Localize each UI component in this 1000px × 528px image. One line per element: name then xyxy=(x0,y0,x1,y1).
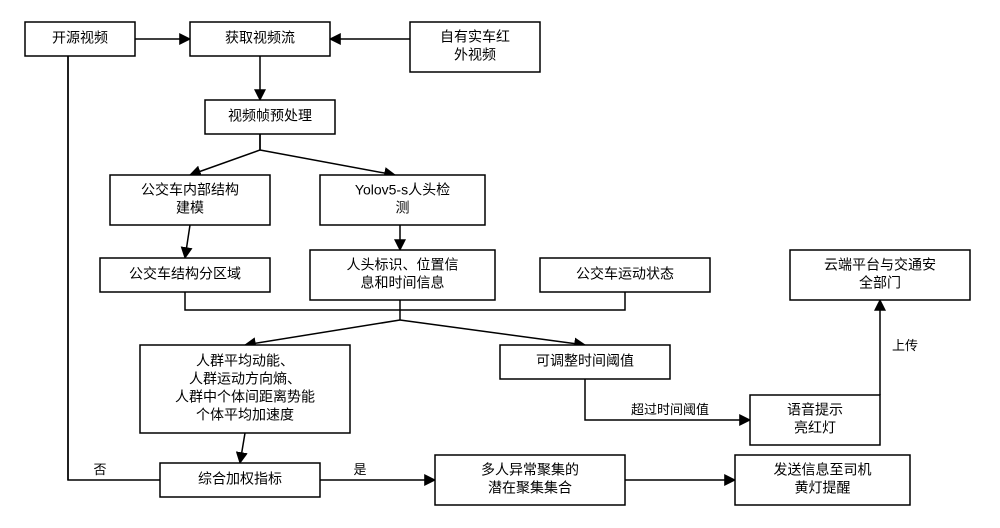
node-text: Yolov5-s人头检 xyxy=(355,182,450,198)
node-n15: 发送信息至司机黄灯提醒 xyxy=(735,455,910,505)
edge xyxy=(240,433,245,463)
edge xyxy=(190,134,260,175)
node-text: 多人异常聚集的 xyxy=(481,462,579,478)
node-n6: Yolov5-s人头检测 xyxy=(320,175,485,225)
node-text: 人群中个体间距离势能 xyxy=(175,389,315,405)
edge-label: 否 xyxy=(93,462,106,477)
edge-label: 超过时间阈值 xyxy=(631,402,709,417)
node-text: 公交车结构分区域 xyxy=(129,266,241,282)
node-text: 个体平均加速度 xyxy=(196,407,294,423)
node-n14: 语音提示亮红灯 xyxy=(750,395,880,445)
node-n10: 人群平均动能、人群运动方向熵、人群中个体间距离势能个体平均加速度 xyxy=(140,345,350,433)
edge xyxy=(245,320,400,345)
node-n7: 公交车结构分区域 xyxy=(100,258,270,292)
node-n11: 可调整时间阈值 xyxy=(500,345,670,379)
node-n5: 公交车内部结构建模 xyxy=(110,175,270,225)
node-n13: 多人异常聚集的潜在聚集集合 xyxy=(435,455,625,505)
node-text: 开源视频 xyxy=(52,30,108,46)
node-n1: 开源视频 xyxy=(25,22,135,56)
node-text: 视频帧预处理 xyxy=(228,108,312,124)
edge xyxy=(260,134,395,175)
node-n9: 公交车运动状态 xyxy=(540,258,710,292)
node-text: 潜在聚集集合 xyxy=(488,480,572,496)
node-text: 云端平台与交通安 xyxy=(824,257,936,273)
node-text: 人头标识、位置信 xyxy=(347,257,459,273)
node-text: 语音提示 xyxy=(787,402,843,418)
node-text: 发送信息至司机 xyxy=(774,462,872,478)
node-text: 息和时间信息 xyxy=(361,275,445,291)
node-text: 建模 xyxy=(176,200,204,216)
node-n2: 获取视频流 xyxy=(190,22,330,56)
edge xyxy=(185,225,190,258)
node-n16: 云端平台与交通安全部门 xyxy=(790,250,970,300)
node-text: 人群平均动能、 xyxy=(196,353,294,369)
node-text: 人群运动方向熵、 xyxy=(189,371,301,387)
node-text: 全部门 xyxy=(859,275,901,291)
node-text: 黄灯提醒 xyxy=(795,480,851,496)
node-n3: 自有实车红外视频 xyxy=(410,22,540,72)
edge-label: 上传 xyxy=(892,338,918,353)
node-text: 公交车内部结构 xyxy=(141,182,239,198)
node-n4: 视频帧预处理 xyxy=(205,100,335,134)
node-text: 自有实车红 xyxy=(440,29,510,45)
node-text: 获取视频流 xyxy=(225,30,295,46)
node-text: 综合加权指标 xyxy=(198,471,282,487)
node-text: 可调整时间阈值 xyxy=(536,353,634,369)
node-text: 测 xyxy=(396,200,410,216)
node-text: 公交车运动状态 xyxy=(576,266,674,282)
node-n12: 综合加权指标 xyxy=(160,463,320,497)
node-text: 外视频 xyxy=(454,47,496,63)
node-n8: 人头标识、位置信息和时间信息 xyxy=(310,250,495,300)
edge-label: 是 xyxy=(353,462,366,477)
node-text: 亮红灯 xyxy=(794,420,836,436)
edge xyxy=(400,320,585,345)
